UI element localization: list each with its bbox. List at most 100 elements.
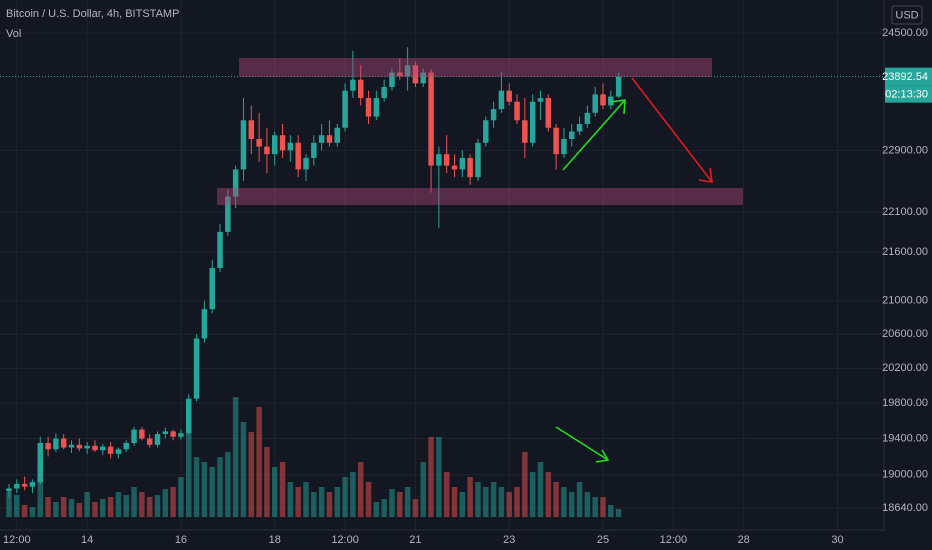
y-tick-label: 19000.00	[882, 469, 928, 481]
x-tick-label: 14	[81, 534, 93, 546]
volume-bar	[428, 437, 434, 517]
volume-bar	[68, 499, 75, 517]
candle-body	[553, 127, 559, 155]
candle-body	[326, 135, 333, 143]
candle-body	[287, 142, 294, 151]
volume-bar	[592, 497, 598, 517]
candle-body	[264, 146, 270, 155]
candle-body	[100, 446, 106, 451]
volume-bar	[272, 467, 278, 517]
candle-body	[592, 94, 598, 113]
volume-bar	[459, 492, 466, 517]
candle-body	[272, 135, 278, 155]
volume-bar	[475, 482, 481, 517]
volume-bar	[29, 507, 36, 517]
candle-body	[170, 431, 176, 437]
arrow-line	[555, 426, 609, 461]
candle-body	[529, 101, 536, 143]
arrow-head	[610, 99, 626, 115]
candle-body	[522, 120, 528, 143]
volume-bar	[217, 457, 223, 517]
volume-bar	[342, 477, 348, 517]
volume-bar	[389, 489, 395, 517]
x-tick-label: 30	[831, 534, 843, 546]
volume-bar	[115, 492, 122, 517]
volume-bar	[553, 482, 559, 517]
volume-bar	[162, 489, 169, 517]
volume-bar	[584, 492, 591, 517]
candle-body	[342, 90, 348, 128]
candle-body	[14, 483, 20, 489]
x-tick-label: 25	[597, 534, 609, 546]
volume-bar	[522, 452, 528, 517]
candle-body	[467, 157, 473, 178]
volume-bar	[60, 497, 67, 517]
candle-body	[146, 438, 153, 445]
volume-bar	[537, 462, 544, 517]
candle-body	[123, 443, 129, 450]
y-tick-label: 22100.00	[882, 206, 928, 218]
plot-area	[0, 0, 884, 530]
red-arrow	[631, 77, 713, 183]
candle-body	[311, 142, 317, 158]
last-price-badge	[885, 67, 932, 86]
volume-bar	[506, 492, 512, 517]
candle-body	[600, 94, 606, 106]
candle-body	[193, 338, 200, 399]
candle-body	[615, 76, 622, 97]
volume-bar	[397, 492, 403, 517]
candle-body	[428, 72, 434, 166]
volume-bar	[178, 477, 184, 517]
volume-bar	[561, 487, 567, 517]
y-tick-label: 20200.00	[882, 362, 928, 374]
volume-bar	[514, 487, 520, 517]
y-tick-label: 18640.00	[882, 502, 928, 514]
candle-body	[248, 120, 255, 140]
x-tick-label: 16	[175, 534, 187, 546]
candle-body	[279, 135, 286, 151]
candle-body	[506, 90, 512, 102]
x-tick-label: 23	[503, 534, 515, 546]
candle-body	[451, 165, 458, 170]
volume-bar	[170, 487, 176, 517]
x-tick-label: 28	[738, 534, 750, 546]
candle-body	[6, 488, 12, 492]
volume-bar	[483, 487, 489, 517]
volume-bar	[123, 495, 129, 517]
candle-body	[115, 449, 122, 454]
volume-bar	[443, 472, 450, 517]
volume-bar	[608, 505, 614, 517]
candle-body	[76, 444, 83, 449]
candle-body	[608, 96, 614, 106]
candle-body	[514, 101, 520, 121]
drawings	[217, 58, 743, 463]
volume-bar	[131, 487, 137, 517]
support-zone	[217, 188, 743, 205]
candle-body	[232, 169, 239, 197]
y-tick-label: 20600.00	[882, 328, 928, 340]
x-tick-label: 12:00	[660, 534, 688, 546]
volume-bar	[76, 503, 83, 517]
candle-body	[436, 154, 442, 166]
currency[interactable]: USD	[895, 9, 918, 21]
candle-body	[350, 79, 356, 91]
volume-bar	[53, 502, 59, 517]
candle-body	[545, 98, 552, 128]
candle-body	[334, 127, 340, 143]
volume-bar	[381, 499, 387, 517]
resistance-zone	[239, 58, 712, 77]
candle-body	[475, 142, 481, 178]
volume-bar	[264, 447, 270, 517]
y-tick-label: 19800.00	[882, 397, 928, 409]
volume-bar	[490, 482, 497, 517]
volume-bar	[209, 467, 215, 517]
volume-bar	[311, 492, 317, 517]
candle-body	[318, 135, 325, 143]
y-tick-label: 21600.00	[882, 246, 928, 258]
candle-body	[217, 231, 223, 269]
last-price-label: 23892.54	[882, 71, 928, 83]
candle-body	[84, 445, 90, 449]
volume-bar	[420, 462, 426, 517]
currency-box[interactable]	[891, 5, 923, 25]
